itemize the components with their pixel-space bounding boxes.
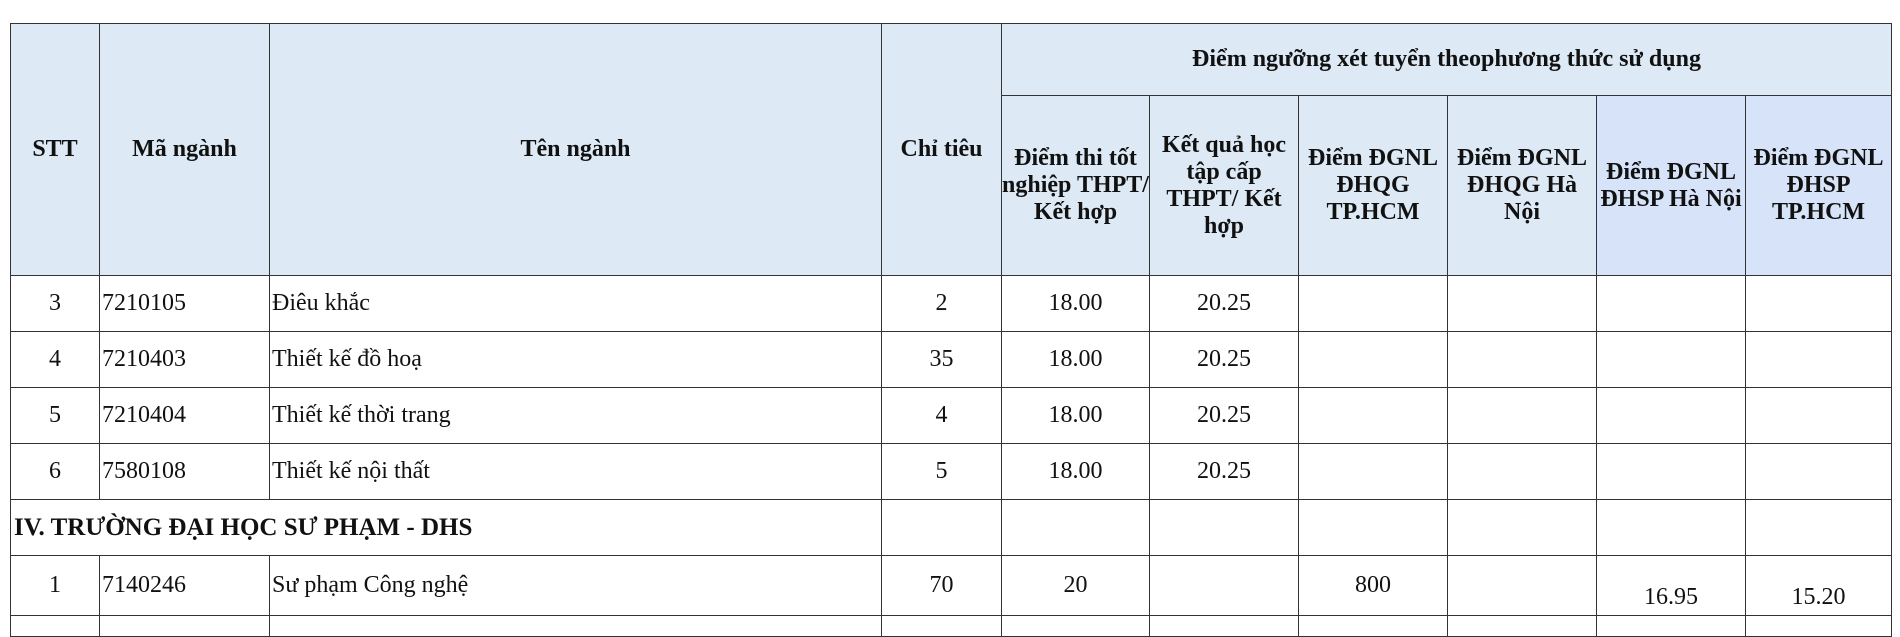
empty-cell [1298,499,1448,556]
score-cell: 15.20 [1744,555,1893,616]
score-cell [1298,387,1448,444]
table-row: 6 7580108 Thiết kế nội thất 5 18.00 20.25 [10,443,1893,500]
ma-nganh-cell: 7210105 [99,275,270,332]
empty-cell [881,499,1002,556]
score-cell: 18.00 [1001,275,1150,332]
stt-cell: 4 [10,331,100,388]
table-row: 4 7210403 Thiết kế đồ hoạ 35 18.00 20.25 [10,331,1893,388]
header-chi-tieu: Chỉ tiêu [881,23,1002,276]
ma-nganh-cell: 7140246 [99,555,270,616]
score-cell [1447,331,1597,388]
header-ma-nganh: Mã ngành [99,23,270,276]
chi-tieu-cell: 70 [881,555,1002,616]
chi-tieu-cell: 5 [881,443,1002,500]
stt-cell: 6 [10,443,100,500]
ten-nganh-cell: Sư phạm Công nghệ [269,555,882,616]
score-cell: 18.00 [1001,443,1150,500]
score-cell: 20 [1001,555,1150,616]
score-cell [1447,387,1597,444]
stt-cell: 1 [10,555,100,616]
score-cell: 20.25 [1149,387,1299,444]
header-hoc-ba: Kết quả học tập cấp THPT/ Kết hợp [1149,95,1299,276]
ten-nganh-cell: Thiết kế thời trang [269,387,882,444]
score-cell [1744,275,1893,332]
header-stt: STT [10,23,100,276]
score-cell [1596,387,1746,444]
table-row: 3 7210105 Điêu khắc 2 18.00 20.25 [10,275,1893,332]
header-dhsp-hcm: Điểm ĐGNL ĐHSP TP.HCM [1744,95,1893,276]
empty-cell [1744,499,1893,556]
table-row: 5 7210404 Thiết kế thời trang 4 18.00 20.25 [10,387,1893,444]
stt-cell: 3 [10,275,100,332]
score-cell [1596,275,1746,332]
header-dhqg-hn: Điểm ĐGNL ĐHQG Hà Nội [1447,95,1597,276]
score-cell: 20.25 [1149,331,1299,388]
header-dhqg-hcm: Điểm ĐGNL ĐHQG TP.HCM [1298,95,1448,276]
score-cell [1596,331,1746,388]
score-cell [1298,443,1448,500]
ten-nganh-cell: Thiết kế nội thất [269,443,882,500]
ma-nganh-cell: 7580108 [99,443,270,500]
score-cell: 18.00 [1001,387,1150,444]
stt-cell: 5 [10,387,100,444]
ten-nganh-cell: Điêu khắc [269,275,882,332]
score-cell: 20.25 [1149,275,1299,332]
score-cell [1596,443,1746,500]
score-cell: 20.25 [1149,443,1299,500]
score-cell [1447,555,1597,616]
chi-tieu-cell: 4 [881,387,1002,444]
score-cell [1149,555,1299,616]
score-cell [1744,443,1893,500]
header-thpt: Điểm thi tốt nghiệp THPT/ Kết hợp [1001,95,1150,276]
score-cell [1298,331,1448,388]
score-cell [1447,443,1597,500]
header-ten-nganh: Tên ngành [269,23,882,276]
empty-cell [1596,499,1746,556]
admission-threshold-table: STT Mã ngành Tên ngành Chỉ tiêu Điểm ngư… [10,23,1893,637]
header-group: Điểm ngưỡng xét tuyển theophương thức sử… [1000,23,1893,96]
chi-tieu-cell: 2 [881,275,1002,332]
ma-nganh-cell: 7210404 [99,387,270,444]
score-cell: 18.00 [1001,331,1150,388]
score-cell: 16.95 [1596,555,1746,616]
empty-cell [1001,499,1150,556]
chi-tieu-cell: 35 [881,331,1002,388]
empty-cell [1149,499,1299,556]
score-cell [1744,331,1893,388]
ten-nganh-cell: Thiết kế đồ hoạ [269,331,882,388]
header-dhsp-hn: Điểm ĐGNL ĐHSP Hà Nội [1596,95,1746,276]
section-header: IV. TRƯỜNG ĐẠI HỌC SƯ PHẠM - DHS [10,499,882,556]
score-cell [1298,275,1448,332]
score-cell [1744,387,1893,444]
score-cell: 800 [1298,555,1448,616]
score-cell [1447,275,1597,332]
table-row-partial [10,615,1893,637]
empty-cell [1447,499,1597,556]
table-row: 1 7140246 Sư phạm Công nghệ 70 20 800 16.95 15.… [10,555,1893,616]
ma-nganh-cell: 7210403 [99,331,270,388]
